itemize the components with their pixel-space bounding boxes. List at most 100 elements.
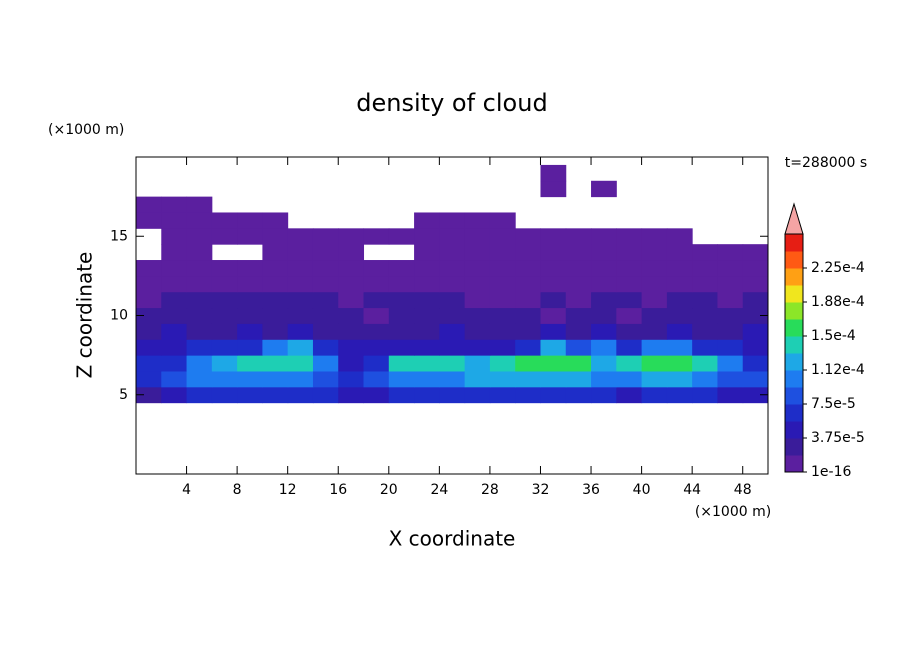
colorbar-bin <box>785 336 803 354</box>
cell <box>136 370 162 388</box>
cell <box>515 275 541 293</box>
cell <box>287 228 314 245</box>
cell <box>489 228 516 245</box>
colorbar-bin <box>785 438 803 456</box>
cell <box>666 355 693 372</box>
cell <box>161 323 188 340</box>
cell <box>186 339 213 356</box>
cell <box>312 355 339 372</box>
cell <box>692 339 718 356</box>
cell <box>439 355 466 372</box>
cell <box>338 386 365 404</box>
cell <box>616 307 643 324</box>
cell <box>464 291 491 309</box>
cell <box>211 212 238 229</box>
cell <box>464 212 491 229</box>
cell <box>641 291 668 309</box>
cell <box>489 386 516 404</box>
cell <box>161 244 188 261</box>
cell <box>388 323 415 340</box>
cell <box>717 307 744 324</box>
cell <box>616 260 643 277</box>
cell <box>717 386 744 404</box>
cell <box>237 323 263 340</box>
cell <box>161 339 188 356</box>
cell <box>211 386 238 404</box>
cell <box>363 370 390 388</box>
cell <box>515 323 541 340</box>
cell <box>591 260 617 277</box>
cell <box>540 260 567 277</box>
cell <box>439 307 466 324</box>
cell <box>515 244 541 261</box>
cell <box>742 275 769 293</box>
cell <box>338 370 365 388</box>
cell <box>565 339 592 356</box>
cell <box>717 291 744 309</box>
cell <box>591 307 617 324</box>
cell <box>262 370 289 388</box>
cell <box>211 275 238 293</box>
cell <box>186 307 213 324</box>
x-tick-label: 28 <box>481 482 499 498</box>
cell <box>692 323 718 340</box>
cell <box>565 260 592 277</box>
cell <box>641 307 668 324</box>
cell <box>363 275 390 293</box>
cell <box>692 307 718 324</box>
cell <box>666 275 693 293</box>
colorbar-bin <box>785 285 803 303</box>
cell <box>363 386 390 404</box>
y-tick-label: 10 <box>110 308 128 324</box>
cell <box>742 291 769 309</box>
cell <box>161 370 188 388</box>
cell <box>414 386 440 404</box>
colorbar-tick-label: 1.5e-4 <box>811 328 856 344</box>
cell <box>489 244 516 261</box>
cell <box>591 323 617 340</box>
cell <box>489 323 516 340</box>
cell <box>692 260 718 277</box>
cell <box>363 307 390 324</box>
cell <box>414 275 440 293</box>
colorbar-frame <box>784 233 804 473</box>
cell <box>464 228 491 245</box>
cell <box>717 355 744 372</box>
cell <box>666 291 693 309</box>
cell <box>540 244 567 261</box>
cell <box>742 323 769 340</box>
cell <box>540 275 567 293</box>
colorbar-tick-label: 1.12e-4 <box>811 362 865 378</box>
cell <box>641 228 668 245</box>
cell <box>565 355 592 372</box>
cell <box>616 275 643 293</box>
cell <box>388 370 415 388</box>
cell <box>262 307 289 324</box>
cell <box>262 275 289 293</box>
cell <box>414 228 440 245</box>
cell <box>338 275 365 293</box>
cell <box>692 386 718 404</box>
cell <box>515 370 541 388</box>
x-tick-label: 16 <box>329 482 347 498</box>
cell <box>591 386 617 404</box>
cell <box>616 228 643 245</box>
cell <box>338 339 365 356</box>
cell <box>489 275 516 293</box>
cell <box>439 228 466 245</box>
cell <box>616 291 643 309</box>
cell <box>287 244 314 261</box>
cell <box>211 291 238 309</box>
cell <box>388 355 415 372</box>
cell <box>262 228 289 245</box>
cell <box>186 212 213 229</box>
cell <box>515 291 541 309</box>
cell <box>161 307 188 324</box>
cell <box>237 307 263 324</box>
cell <box>414 244 440 261</box>
cell <box>616 323 643 340</box>
cell <box>312 275 339 293</box>
cell <box>338 307 365 324</box>
cell <box>540 323 567 340</box>
